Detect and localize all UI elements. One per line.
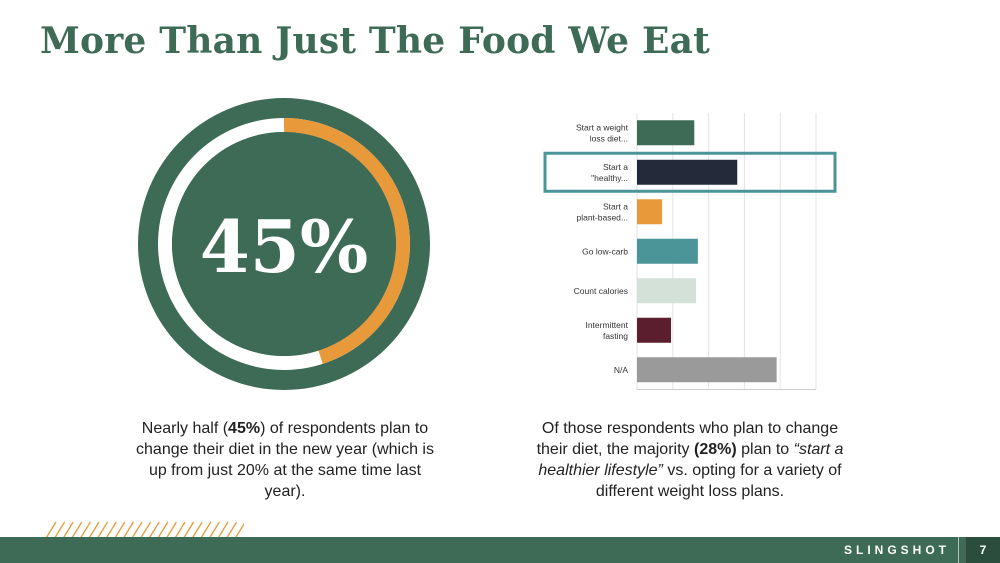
bar-4	[637, 278, 697, 304]
bar-6	[637, 357, 777, 383]
page-number: 7	[966, 537, 1000, 563]
percentage-donut: 45%	[138, 98, 430, 390]
left-caption: Nearly half (45%) of respondents plan to…	[130, 418, 440, 502]
category-label-2: Start a plant-based...	[576, 201, 628, 222]
right-caption: Of those respondents who plan to change …	[525, 418, 855, 502]
right-caption-text-1: Of those respondents who plan to change …	[536, 420, 839, 458]
right-caption-text-2: plan to	[736, 441, 794, 458]
diet-plans-bar-chart: Start a weight loss diet... Start a "health…	[543, 113, 837, 390]
donut-inner	[172, 132, 396, 356]
footer-divider	[958, 537, 959, 563]
highlight-box	[543, 151, 837, 193]
category-label-5: Intermittent fasting	[585, 320, 628, 341]
category-label-0: Start a weight loss diet...	[576, 122, 629, 143]
bar-3	[637, 238, 698, 264]
right-caption-text-3: vs. opting for a variety of different we…	[595, 462, 842, 500]
brand-name: SLINGSHOT	[843, 543, 950, 557]
donut-percentage-label: 45%	[200, 204, 369, 289]
category-label-1: Start a "healthy...	[591, 162, 628, 183]
right-caption-italic: “start a healthier lifestyle”	[538, 441, 844, 479]
bar-1	[637, 159, 738, 185]
left-caption-text-2: ) of respondents plan to change their di…	[136, 420, 434, 500]
right-caption-bold: (28%)	[693, 441, 737, 458]
left-caption-text-1: Nearly half (	[141, 420, 229, 437]
bar-2	[637, 199, 663, 225]
bar-5	[637, 317, 672, 343]
left-caption-bold: 45%	[228, 420, 261, 437]
category-label-4: Count calories	[574, 286, 628, 296]
category-label-3: Go low-carb	[582, 246, 628, 256]
category-label-6: N/A	[614, 365, 629, 375]
footer-bar: SLINGSHOT 7	[0, 537, 1000, 563]
donut-progress-arc	[158, 118, 410, 370]
page-title: More Than Just The Food We Eat	[40, 20, 710, 62]
bar-0	[637, 120, 695, 146]
